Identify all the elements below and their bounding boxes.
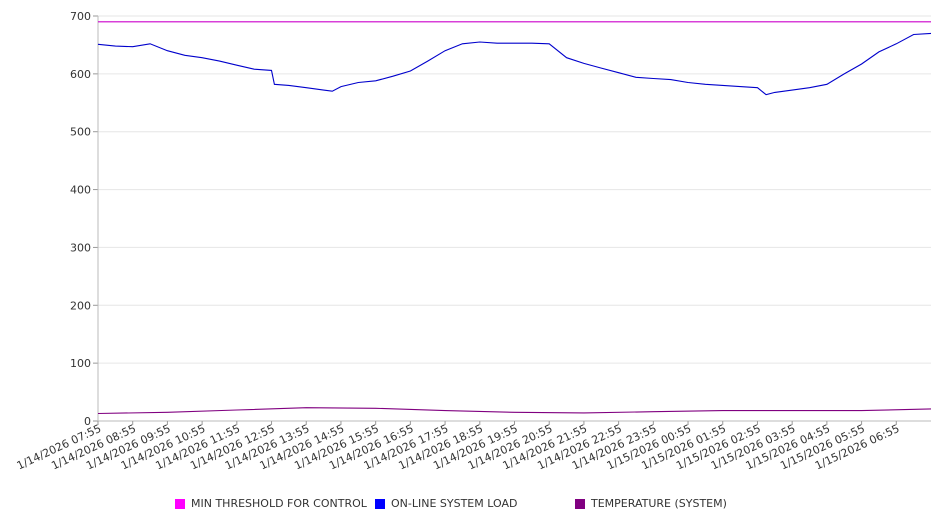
legend-item[interactable]: ON-LINE SYSTEM LOAD xyxy=(375,497,517,510)
y-tick-label: 300 xyxy=(70,241,91,254)
legend-label: ON-LINE SYSTEM LOAD xyxy=(391,497,518,510)
legend-label: MIN THRESHOLD FOR CONTROL xyxy=(191,497,367,510)
legend-swatch xyxy=(575,498,585,509)
legend-label: TEMPERATURE (SYSTEM) xyxy=(591,497,727,510)
y-tick-label: 700 xyxy=(70,10,91,23)
legend-swatch xyxy=(175,498,185,509)
y-tick-labels: 0 100 200 300 400 500 600 700 xyxy=(70,10,91,428)
axes xyxy=(93,15,931,425)
legend-item[interactable]: MIN THRESHOLD FOR CONTROL xyxy=(175,497,367,510)
y-tick-label: 600 xyxy=(70,68,91,81)
y-tick-label: 400 xyxy=(70,184,91,197)
series-line-3 xyxy=(97,407,932,415)
y-tick-label: 500 xyxy=(70,126,91,139)
grid-lines xyxy=(98,15,931,422)
series-line-2 xyxy=(97,32,932,96)
y-tick-label: 200 xyxy=(70,299,91,312)
y-tick-label: 100 xyxy=(70,357,91,370)
legend-swatch xyxy=(375,498,385,509)
legend: MIN THRESHOLD FOR CONTROL ON-LINE SYSTEM … xyxy=(0,497,946,515)
y-tick-label: 0 xyxy=(84,415,91,428)
legend-item[interactable]: TEMPERATURE (SYSTEM) xyxy=(575,497,727,510)
series-lines xyxy=(97,21,932,415)
x-tick-labels: 1/14/2026 07:551/14/2026 08:551/14/2026 … xyxy=(15,422,902,472)
